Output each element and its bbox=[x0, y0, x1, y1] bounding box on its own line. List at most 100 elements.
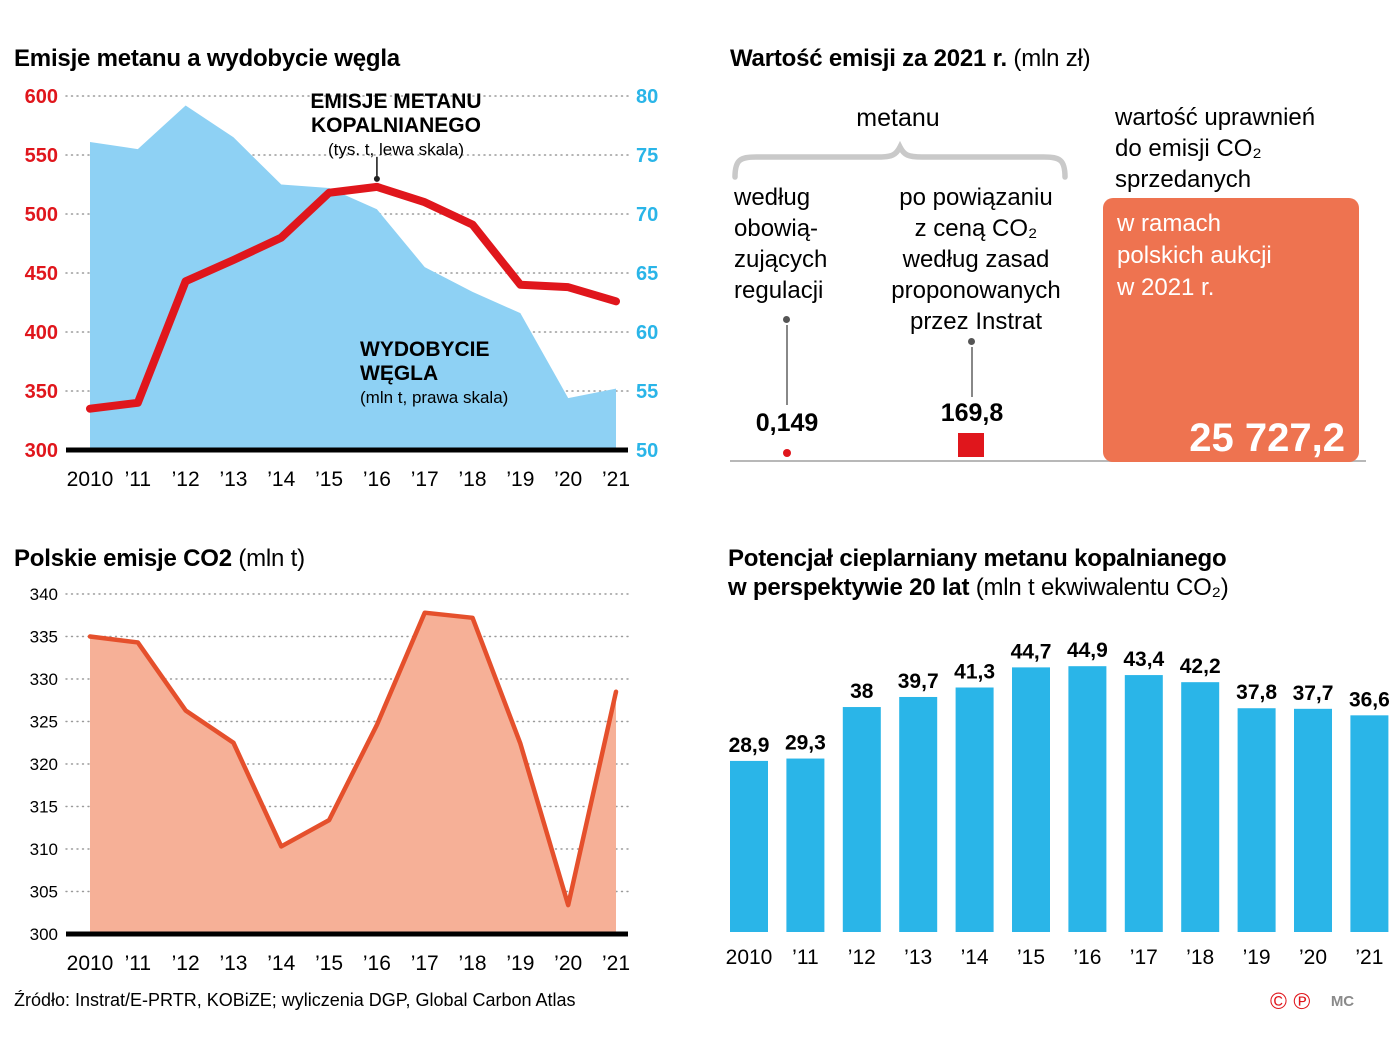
svg-text:’13: ’13 bbox=[219, 952, 247, 975]
source-note: Źródło: Instrat/E-PRTR, KOBiZE; wyliczen… bbox=[14, 990, 576, 1010]
svg-text:340: 340 bbox=[30, 585, 58, 604]
leader-line bbox=[786, 325, 788, 405]
svg-text:’11: ’11 bbox=[125, 468, 151, 491]
panel-co2-emissions: Polskie emisje CO2 (mln t) 340 335 330 325 3… bbox=[14, 536, 690, 978]
svg-text:’15: ’15 bbox=[315, 952, 343, 975]
svg-text:41,3: 41,3 bbox=[954, 661, 995, 684]
label-instrat-proposal: po powiązaniu z ceną CO₂ według zasad pr… bbox=[870, 182, 1082, 337]
svg-text:75: 75 bbox=[636, 145, 658, 167]
svg-text:50: 50 bbox=[636, 440, 658, 462]
svg-text:350: 350 bbox=[25, 381, 58, 403]
chart-title-methane-coal: Emisje metanu a wydobycie węgla bbox=[14, 44, 400, 73]
author-initials: MC bbox=[1330, 993, 1355, 1010]
annotation-sub: (mln t, prawa skala) bbox=[360, 388, 509, 408]
co2-emissions-chart-canvas: 340 335 330 325 320 315 310 305 300 2010 ’11 ’12 ’13… bbox=[30, 585, 630, 975]
svg-text:305: 305 bbox=[30, 883, 58, 902]
annotation-methane-emissions: EMISJE METANU KOPALNIANEGO (tys. t, lewa… bbox=[276, 90, 516, 159]
svg-text:’12: ’12 bbox=[172, 952, 200, 975]
svg-text:29,3: 29,3 bbox=[785, 732, 826, 755]
svg-text:70: 70 bbox=[636, 204, 658, 226]
svg-text:’19: ’19 bbox=[506, 952, 534, 975]
title-text: w perspektywie 20 lat bbox=[728, 574, 970, 601]
svg-text:’12: ’12 bbox=[848, 946, 876, 969]
svg-text:’19: ’19 bbox=[506, 468, 534, 491]
label-line: wartość uprawnień bbox=[1115, 104, 1316, 131]
title-line: Potencjał cieplarniany metanu kopalniane… bbox=[728, 544, 1229, 573]
svg-text:’16: ’16 bbox=[363, 468, 391, 491]
svg-text:300: 300 bbox=[30, 925, 58, 944]
chart-title-gwp: Potencjał cieplarniany metanu kopalniane… bbox=[728, 544, 1229, 602]
svg-text:43,4: 43,4 bbox=[1123, 648, 1164, 671]
panel-emission-value: Wartość emisji za 2021 r. (mln zł) metan… bbox=[730, 36, 1390, 478]
panel-methane-gwp: Potencjał cieplarniany metanu kopalniane… bbox=[726, 536, 1390, 978]
svg-text:’15: ’15 bbox=[1017, 946, 1045, 969]
svg-text:55: 55 bbox=[636, 381, 658, 403]
svg-text:310: 310 bbox=[30, 840, 58, 859]
value-instrat: 169,8 bbox=[940, 399, 1004, 427]
gwp-bar-chart-canvas: 28,9 2010 29,3 ’11 38 ’12 39,7 ’13 41,3 ’14 44,7 ’1… bbox=[726, 639, 1390, 969]
svg-text:’11: ’11 bbox=[125, 952, 151, 975]
annotation-coal-extraction: WYDOBYCIE WĘGLA (mln t, prawa skala) bbox=[360, 338, 508, 407]
svg-text:400: 400 bbox=[25, 322, 58, 344]
svg-text:’11: ’11 bbox=[792, 946, 818, 969]
annotation-line: KOPALNIANEGO bbox=[311, 113, 481, 137]
title-text: Potencjał cieplarniany metanu kopalniane… bbox=[728, 545, 1227, 572]
label-line: w ramach bbox=[1117, 210, 1222, 237]
svg-text:’19: ’19 bbox=[1243, 946, 1271, 969]
label-line: według zasad bbox=[902, 246, 1050, 273]
svg-text:600: 600 bbox=[25, 86, 58, 108]
copyright-icon: © bbox=[1270, 988, 1287, 1014]
label-line: regulacji bbox=[734, 277, 824, 304]
svg-text:450: 450 bbox=[25, 263, 58, 285]
title-line: w perspektywie 20 lat (mln t ekwiwalentu… bbox=[728, 573, 1229, 602]
svg-text:38: 38 bbox=[850, 680, 874, 703]
svg-text:42,2: 42,2 bbox=[1180, 655, 1221, 678]
brace-icon bbox=[732, 140, 1068, 180]
svg-text:60: 60 bbox=[636, 322, 658, 344]
svg-text:44,7: 44,7 bbox=[1011, 640, 1052, 663]
panel-methane-coal: Emisje metanu a wydobycie węgla 600 550 50… bbox=[14, 36, 690, 536]
annotation-sub: (tys. t, lewa skala) bbox=[327, 140, 465, 160]
svg-text:2010: 2010 bbox=[67, 952, 114, 975]
svg-text:300: 300 bbox=[25, 440, 58, 462]
svg-text:’13: ’13 bbox=[904, 946, 932, 969]
svg-text:’16: ’16 bbox=[1073, 946, 1101, 969]
tiny-value-marker bbox=[783, 449, 791, 457]
annotation-line: EMISJE METANU bbox=[310, 90, 482, 113]
svg-text:550: 550 bbox=[25, 145, 58, 167]
label-line: sprzedanych bbox=[1115, 166, 1252, 193]
svg-text:37,7: 37,7 bbox=[1293, 682, 1334, 705]
label-line: po powiązaniu bbox=[899, 184, 1053, 211]
svg-text:2010: 2010 bbox=[67, 468, 114, 491]
svg-text:’15: ’15 bbox=[315, 468, 343, 491]
svg-text:315: 315 bbox=[30, 798, 58, 817]
label-line: polskich aukcji bbox=[1117, 242, 1272, 269]
annotation-line: WYDOBYCIE bbox=[360, 338, 490, 361]
highlight-box: w ramach polskich aukcji w 2021 r. 25 72… bbox=[1103, 198, 1359, 462]
svg-text:325: 325 bbox=[30, 713, 58, 732]
label-current-regulations: według obowią- zujących regulacji bbox=[734, 182, 827, 306]
title-text: Polskie emisje CO2 bbox=[14, 545, 232, 572]
label-line: przez Instrat bbox=[909, 308, 1043, 335]
svg-text:’18: ’18 bbox=[459, 468, 487, 491]
chart-title-co2: Polskie emisje CO2 (mln t) bbox=[14, 544, 305, 573]
svg-text:’14: ’14 bbox=[267, 952, 295, 975]
svg-text:335: 335 bbox=[30, 628, 58, 647]
label-line: według bbox=[734, 184, 811, 211]
svg-text:’14: ’14 bbox=[267, 468, 295, 491]
svg-text:44,9: 44,9 bbox=[1067, 639, 1108, 662]
svg-text:80: 80 bbox=[636, 86, 658, 108]
label-line: obowią- bbox=[734, 215, 819, 242]
panel-title: Wartość emisji za 2021 r. (mln zł) bbox=[730, 44, 1091, 73]
svg-text:320: 320 bbox=[30, 755, 58, 774]
annotation-line: WĘGLA bbox=[360, 361, 439, 385]
svg-text:65: 65 bbox=[636, 263, 658, 285]
svg-text:36,6: 36,6 bbox=[1349, 688, 1390, 711]
label-line: zujących bbox=[734, 246, 828, 273]
svg-text:500: 500 bbox=[25, 204, 58, 226]
svg-text:’17: ’17 bbox=[411, 952, 439, 975]
label-line: z ceną CO₂ bbox=[914, 215, 1038, 242]
svg-text:’17: ’17 bbox=[1130, 946, 1158, 969]
svg-text:’20: ’20 bbox=[1299, 946, 1327, 969]
